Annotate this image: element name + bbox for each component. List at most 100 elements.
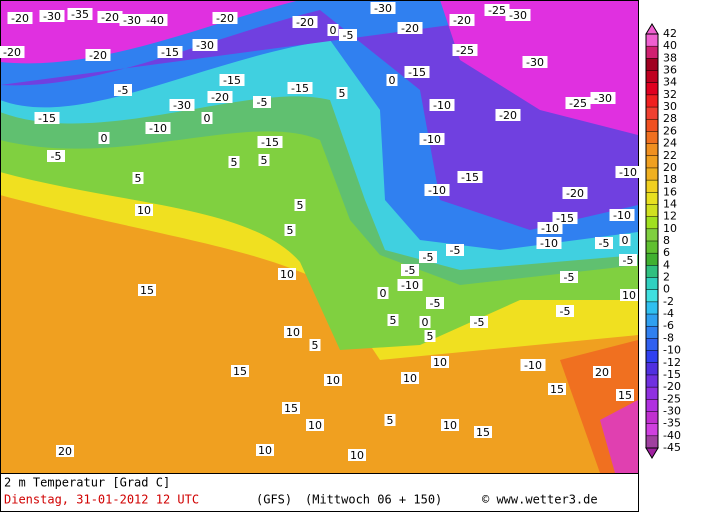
label-box (336, 87, 348, 99)
label-box (404, 66, 430, 78)
label-box (397, 279, 423, 291)
legend-label: 20 (663, 161, 677, 174)
label-box (282, 402, 300, 414)
contour-label: -15 (556, 212, 574, 225)
label-box (132, 172, 144, 184)
legend-label: 32 (663, 88, 677, 101)
label-box (441, 419, 459, 431)
label-box (258, 154, 270, 166)
label-box (231, 365, 249, 377)
contour-label: 15 (618, 389, 632, 402)
contour-label: -10 (613, 209, 631, 222)
label-box (56, 445, 74, 457)
label-box (424, 330, 436, 342)
label-box (397, 22, 423, 34)
legend-label: -25 (663, 392, 681, 405)
contour-label: -30 (509, 9, 527, 22)
label-box (306, 419, 324, 431)
label-box (446, 244, 464, 256)
contour-label: -15 (261, 136, 279, 149)
label-box (590, 92, 616, 104)
label-box (47, 150, 65, 162)
legend-band (646, 301, 658, 315)
legend-band (646, 155, 658, 169)
legend-band (646, 204, 658, 218)
label-box (39, 10, 65, 22)
contour-label: -5 (450, 244, 461, 257)
legend-label: 10 (663, 222, 677, 235)
contour-label: 15 (233, 365, 247, 378)
contour-label: -25 (456, 44, 474, 57)
label-box (595, 237, 613, 249)
contour-label: -20 (101, 11, 119, 24)
contour-label: -20 (401, 22, 419, 35)
label-box (384, 414, 396, 426)
legend-band (646, 350, 658, 364)
contour-label: -5 (430, 297, 441, 310)
legend-label: -35 (663, 417, 681, 430)
label-box (537, 222, 563, 234)
legend-label: 16 (663, 185, 677, 198)
date: Dienstag, 31-01-2012 12 UTC (4, 493, 199, 507)
contour-label: -30 (173, 99, 191, 112)
contour-label: -15 (38, 112, 56, 125)
label-box (157, 46, 183, 58)
label-box (401, 372, 419, 384)
contour-label: 0 (204, 112, 211, 125)
contour-label: 15 (140, 284, 154, 297)
contour-label: -40 (146, 14, 164, 27)
contour-label: -10 (524, 359, 542, 372)
legend-band (646, 277, 658, 291)
label-box (212, 12, 238, 24)
label-box (560, 271, 578, 283)
contour-label: -5 (118, 84, 129, 97)
label-box (324, 374, 342, 386)
contour-label: 0 (422, 316, 429, 329)
label-box (520, 359, 546, 371)
contour-label: -20 (453, 14, 471, 27)
legend-band (646, 399, 658, 412)
contour-label: -5 (564, 271, 575, 284)
contour-label: 20 (595, 366, 609, 379)
label-box (169, 99, 195, 111)
label-box (142, 14, 168, 26)
contour-label: 5 (297, 199, 304, 212)
label-box (257, 136, 283, 148)
contour-label: 10 (286, 326, 300, 339)
label-box (457, 171, 483, 183)
legend-label: 14 (663, 197, 677, 210)
contour-label: -20 (89, 49, 107, 62)
label-box (562, 187, 588, 199)
contour-label: 20 (58, 445, 72, 458)
legend-band (646, 167, 658, 181)
legend-label: 12 (663, 210, 677, 223)
label-box (426, 297, 444, 309)
contour-label: 10 (308, 419, 322, 432)
contour-label: 5 (287, 224, 294, 237)
label-box (377, 287, 389, 299)
legend-band (646, 46, 658, 59)
contour-label: 10 (622, 289, 636, 302)
legend-label: 40 (663, 39, 677, 52)
contour-label: 5 (390, 314, 397, 327)
label-box (292, 16, 318, 28)
legend-band (646, 107, 658, 120)
contour-label: -20 (296, 16, 314, 29)
label-box (135, 204, 153, 216)
label-box (85, 49, 111, 61)
legend-band (646, 435, 658, 449)
label-box (452, 44, 478, 56)
legend-label: 6 (663, 246, 670, 259)
label-box (616, 389, 634, 401)
contour-label: 0 (380, 287, 387, 300)
contour-label: 15 (284, 402, 298, 415)
label-box (419, 251, 437, 263)
label-box (474, 426, 492, 438)
legend-label: -10 (663, 344, 681, 357)
label-box (287, 82, 313, 94)
contour-label: 5 (135, 172, 142, 185)
legend-label: -12 (663, 356, 681, 369)
label-box (207, 91, 233, 103)
legend-band (646, 411, 658, 425)
